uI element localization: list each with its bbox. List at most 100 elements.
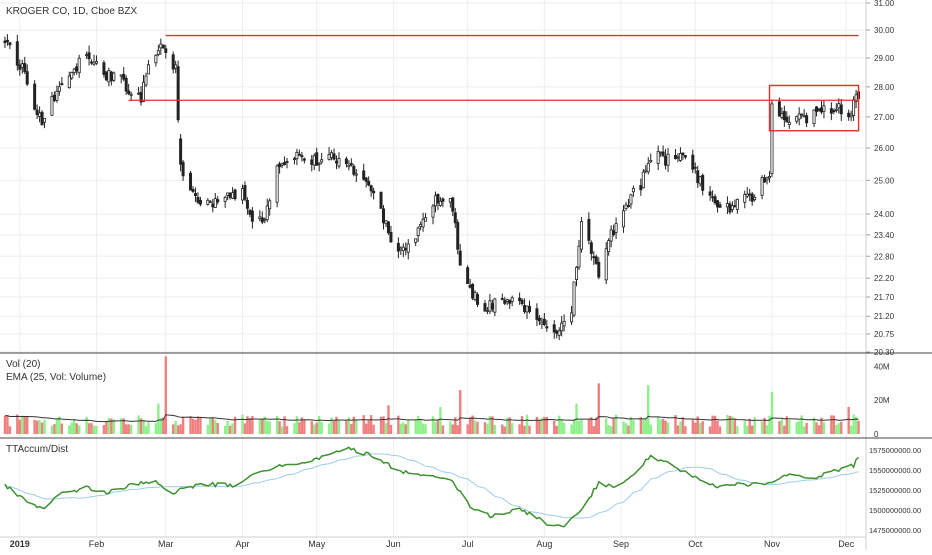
candle-body	[552, 324, 556, 333]
accum-layer	[4, 446, 860, 528]
volume-bar	[144, 426, 148, 434]
candle-body	[787, 122, 791, 126]
volume-bar	[488, 415, 492, 434]
volume-bar	[632, 420, 635, 434]
volume-bar	[129, 424, 133, 434]
candle-body	[223, 197, 227, 202]
y-tick-label: 21.70	[874, 293, 895, 302]
volume-bar	[211, 417, 214, 434]
volume-bar	[154, 423, 158, 434]
volume-bar	[595, 417, 598, 434]
volume-bar	[26, 416, 29, 434]
candle-body	[782, 111, 786, 121]
volume-bar	[760, 421, 764, 434]
candle-body	[750, 193, 754, 202]
candle-body	[597, 261, 601, 278]
volume-bar	[431, 416, 435, 434]
candle-body	[644, 169, 648, 172]
volume-bar	[748, 418, 751, 434]
candle-body	[414, 238, 418, 243]
volume-bar	[832, 415, 836, 434]
volume-bar	[174, 420, 177, 434]
volume-bar	[785, 416, 789, 434]
volume-bar	[456, 425, 459, 434]
volume-bar	[847, 406, 850, 434]
candle-body	[243, 185, 247, 200]
volume-bar	[283, 416, 286, 434]
candle-body	[85, 54, 89, 57]
indicator-panel-title: TTAccum/Dist	[6, 444, 68, 455]
candle-body	[315, 152, 319, 166]
volume-bar	[649, 424, 652, 434]
candle-body	[441, 198, 445, 202]
volume-bar	[216, 422, 219, 434]
volume-bar	[112, 419, 116, 434]
volume-bar	[6, 415, 9, 434]
candle-body	[676, 156, 680, 159]
candle-body	[344, 158, 348, 165]
candle-body	[542, 318, 546, 326]
volume-bar	[733, 418, 737, 434]
volume-bar	[679, 421, 682, 434]
candle-body	[285, 160, 289, 163]
candle-body	[631, 188, 635, 193]
candle-body	[594, 256, 598, 264]
volume-bar	[172, 424, 175, 434]
x-tick-label: Feb	[89, 539, 105, 549]
candle-body	[171, 54, 175, 70]
volume-bar	[60, 423, 64, 434]
candle-body	[399, 247, 403, 251]
x-tick-label: Apr	[235, 539, 249, 549]
candle-body	[768, 176, 772, 179]
candle-body	[161, 44, 165, 49]
candle-body	[419, 223, 423, 227]
candle-body	[735, 199, 739, 210]
candle-body	[523, 305, 527, 313]
candle-body	[555, 330, 559, 334]
x-tick-label: Oct	[688, 539, 703, 549]
candle-body	[698, 176, 702, 185]
candle-body	[716, 200, 720, 208]
candle-body	[379, 191, 383, 209]
candle-body	[728, 203, 732, 213]
candle-body	[587, 218, 591, 241]
candle-body	[401, 246, 405, 251]
volume-bar	[147, 422, 150, 434]
candle-body	[733, 205, 737, 208]
candle-body	[424, 217, 428, 222]
chart-title: KROGER CO, 1D, Cboe BZX	[6, 6, 137, 17]
volume-bar	[718, 426, 722, 434]
volume-bar	[379, 416, 383, 434]
candle-body	[770, 103, 774, 174]
candle-body	[656, 150, 660, 164]
candle-body	[641, 171, 645, 189]
volume-bar	[434, 421, 437, 434]
volume-bar	[765, 425, 769, 434]
candle-body	[231, 192, 235, 199]
candle-body	[745, 193, 749, 197]
y-tick-label: 31.00	[874, 0, 895, 8]
volume-bar	[295, 416, 299, 434]
volume-bar	[605, 418, 608, 434]
candle-body	[75, 66, 79, 72]
candle-body	[144, 75, 148, 86]
accum-y-tick-label: 1500000000.00	[869, 506, 921, 515]
x-tick-label: Mar	[158, 539, 174, 549]
volume-bar	[503, 426, 506, 434]
candle-body	[646, 162, 650, 173]
candle-body	[382, 208, 386, 224]
candle-body	[156, 50, 160, 55]
volume-bar	[162, 417, 165, 434]
candle-body	[92, 61, 96, 65]
volume-bar	[179, 424, 182, 434]
candle-body	[560, 322, 564, 332]
candle-body	[258, 216, 262, 219]
consolidation-box	[768, 84, 860, 132]
candle-body	[102, 62, 106, 75]
volume-bar	[87, 423, 91, 434]
y-tick-label: 20.75	[874, 330, 895, 339]
candle-body	[819, 107, 823, 113]
volume-bar	[246, 416, 249, 434]
volume-bar	[454, 417, 457, 434]
